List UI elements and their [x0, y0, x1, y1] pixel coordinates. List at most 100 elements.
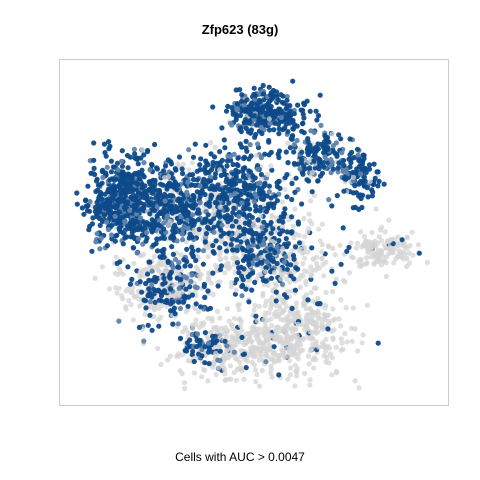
cell-point	[272, 108, 278, 114]
cell-point	[113, 204, 119, 210]
cell-point	[305, 136, 311, 142]
cell-point	[156, 323, 162, 329]
cell-point	[268, 219, 274, 226]
cell-point	[142, 311, 148, 317]
cell-point	[136, 176, 142, 182]
cell-point	[226, 318, 232, 324]
cell-point	[243, 125, 249, 131]
x-axis-label: Cells with AUC > 0.0047	[175, 450, 305, 464]
cell-point	[339, 340, 345, 346]
cell-point	[272, 336, 278, 342]
cell-point	[208, 219, 214, 225]
cell-point	[344, 339, 350, 345]
cell-point	[104, 243, 110, 249]
cell-point	[159, 303, 165, 309]
cell-point	[400, 249, 406, 255]
cell-point	[314, 147, 320, 153]
cell-point	[147, 299, 153, 305]
cell-point	[268, 363, 274, 369]
cell-point	[207, 305, 214, 311]
cell-point	[387, 237, 393, 243]
cell-point	[112, 213, 118, 219]
cell-point	[189, 325, 196, 332]
cell-point	[333, 368, 340, 374]
cell-point	[213, 324, 220, 330]
cell-point	[255, 217, 261, 223]
cell-point	[295, 321, 301, 327]
cell-point	[194, 285, 200, 291]
cell-point	[95, 187, 101, 193]
cell-point	[246, 261, 252, 268]
cell-point	[284, 229, 290, 235]
cell-point	[125, 172, 131, 178]
cell-point	[208, 151, 214, 157]
cell-point	[280, 299, 287, 306]
cell-point	[294, 373, 300, 379]
cell-point	[241, 108, 248, 114]
cell-point	[225, 376, 232, 382]
cell-point	[97, 182, 103, 188]
cell-point	[182, 203, 188, 209]
cell-point	[253, 152, 259, 159]
cell-point	[175, 321, 181, 327]
cell-point	[107, 143, 113, 149]
cell-point	[294, 123, 300, 129]
cell-point	[218, 263, 224, 269]
cell-point	[343, 176, 349, 182]
cell-point	[252, 302, 258, 309]
cell-point	[238, 239, 244, 245]
cell-point	[335, 165, 341, 171]
cell-point	[335, 169, 341, 175]
cell-point	[197, 338, 203, 344]
cell-point	[211, 229, 217, 235]
cell-point	[337, 242, 343, 248]
cell-point	[326, 360, 332, 366]
cell-point	[208, 167, 215, 173]
cell-point	[346, 270, 353, 276]
cell-point	[165, 357, 171, 363]
cell-point	[322, 154, 328, 160]
cell-point	[285, 160, 291, 166]
cell-point	[177, 198, 183, 204]
cell-point	[395, 234, 401, 240]
cell-point	[338, 297, 344, 303]
cell-point	[313, 324, 320, 330]
cell-point	[92, 204, 98, 211]
cell-point	[258, 255, 264, 261]
cell-point	[120, 241, 126, 247]
cell-point	[128, 220, 135, 226]
cell-point	[92, 208, 98, 214]
cell-point	[233, 180, 239, 187]
cell-point	[283, 105, 289, 111]
cell-point	[147, 167, 153, 173]
cell-point	[352, 326, 358, 332]
cell-point	[192, 182, 198, 188]
cell-point	[222, 214, 228, 220]
cell-point	[190, 204, 196, 210]
cell-point	[155, 188, 161, 194]
cell-point	[224, 343, 230, 349]
cell-point	[347, 136, 353, 142]
cell-point	[319, 340, 326, 346]
cell-point	[266, 116, 272, 122]
cell-point	[237, 178, 243, 184]
cell-point	[210, 104, 216, 110]
cell-point	[268, 163, 274, 169]
cell-point	[178, 218, 184, 224]
cell-point	[243, 286, 249, 292]
cell-point	[303, 278, 309, 285]
cell-point	[249, 287, 255, 293]
cell-point	[289, 329, 295, 335]
cell-point	[106, 139, 112, 145]
cell-point	[278, 115, 284, 121]
cell-point	[311, 355, 317, 361]
cell-point	[149, 294, 155, 300]
cell-point	[111, 177, 117, 183]
cell-point	[292, 244, 299, 250]
cell-point	[228, 344, 234, 350]
cell-point	[241, 165, 248, 171]
cell-point	[124, 234, 130, 240]
cell-point	[376, 234, 382, 240]
cell-point	[381, 242, 387, 248]
cell-point	[278, 276, 284, 282]
